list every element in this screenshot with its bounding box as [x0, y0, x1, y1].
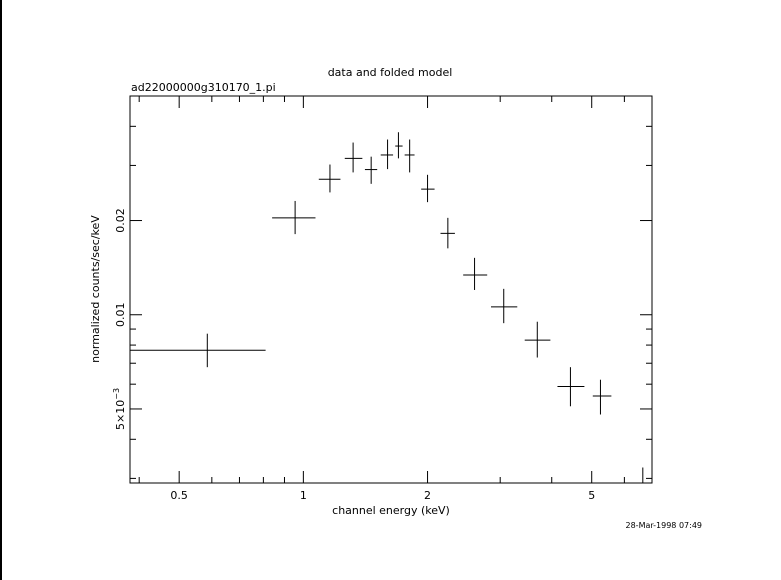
x-tick-label: 2 [424, 489, 431, 502]
y-axis-tick-labels: 5×10−3 0.01 0.02 [112, 208, 127, 430]
data-point [421, 174, 435, 203]
data-point [318, 164, 341, 193]
data-point [364, 156, 378, 184]
data-point [344, 142, 363, 173]
data-point [395, 132, 403, 159]
x-axis-tick-labels: 0.5 1 2 5 [170, 489, 595, 502]
data-point [130, 333, 266, 368]
chart-title: data and folded model [328, 66, 453, 79]
plot-frame [129, 95, 653, 484]
x-axis-label: channel energy (keV) [332, 504, 450, 517]
x-axis-ticks [138, 96, 653, 483]
x-tick-label: 0.5 [170, 489, 188, 502]
y-axis-ticks [130, 95, 652, 479]
data-point [491, 288, 518, 324]
data-points [130, 132, 652, 484]
y-tick-label: 5×10−3 [112, 388, 127, 430]
data-point [440, 217, 455, 249]
data-point [631, 467, 652, 484]
data-point [380, 139, 394, 170]
data-point [557, 367, 585, 407]
data-point [592, 379, 612, 415]
chart-subtitle: ad22000000g310170_1.pi [131, 81, 276, 94]
y-tick-label-exponent: −3 [112, 388, 121, 400]
y-tick-label: 0.02 [114, 208, 127, 233]
data-point [524, 321, 551, 358]
x-tick-label: 1 [300, 489, 307, 502]
y-axis-label: normalized counts/sec/keV [89, 215, 102, 363]
x-tick-label: 5 [588, 489, 595, 502]
data-point [463, 257, 488, 290]
window-left-border [0, 0, 2, 580]
data-point [404, 139, 415, 173]
y-tick-label: 0.01 [114, 303, 127, 328]
timestamp: 28-Mar-1998 07:49 [626, 521, 703, 530]
data-point [272, 200, 316, 235]
y-tick-label-base: 5×10 [114, 400, 127, 430]
